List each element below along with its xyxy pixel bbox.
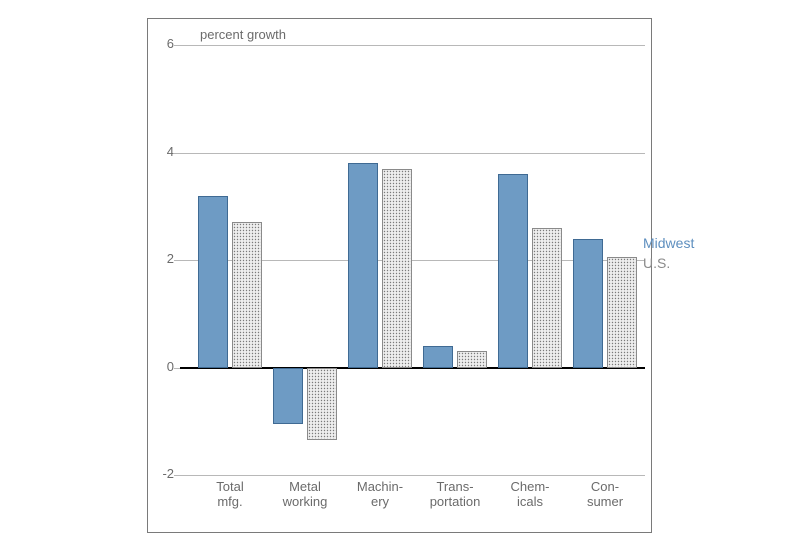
gridline <box>180 153 645 154</box>
y-tick <box>174 45 180 46</box>
bar-midwest <box>573 239 603 368</box>
plot-area <box>180 45 645 475</box>
y-tick-label: 6 <box>151 36 174 51</box>
y-axis-title: percent growth <box>200 27 286 42</box>
y-tick-label: -2 <box>151 466 174 481</box>
y-tick-label: 0 <box>151 359 174 374</box>
bar-midwest <box>423 346 453 368</box>
y-tick <box>174 260 180 261</box>
bar-us <box>457 351 487 367</box>
legend-midwest: Midwest <box>643 235 694 251</box>
category-label: Metalworking <box>265 480 345 510</box>
gridline <box>180 475 645 476</box>
y-tick <box>174 475 180 476</box>
category-label: Totalmfg. <box>190 480 270 510</box>
bar-midwest <box>348 163 378 367</box>
category-label: Chem-icals <box>490 480 570 510</box>
bar-us <box>532 228 562 368</box>
gridline <box>180 45 645 46</box>
bar-us <box>607 257 637 367</box>
category-label: Trans-portation <box>415 480 495 510</box>
y-tick <box>174 153 180 154</box>
y-tick-label: 2 <box>151 251 174 266</box>
y-tick-label: 4 <box>151 144 174 159</box>
bar-us <box>382 169 412 368</box>
y-tick <box>174 368 180 369</box>
category-label: Machin-ery <box>340 480 420 510</box>
category-label: Con-sumer <box>565 480 645 510</box>
bar-us <box>307 368 337 441</box>
bar-midwest <box>273 368 303 424</box>
bar-midwest <box>198 196 228 368</box>
legend-us: U.S. <box>643 255 670 271</box>
bar-us <box>232 222 262 367</box>
bar-midwest <box>498 174 528 368</box>
chart-canvas: percent growth -2 0 2 4 6 Totalmfg.Metalworki… <box>0 0 800 550</box>
